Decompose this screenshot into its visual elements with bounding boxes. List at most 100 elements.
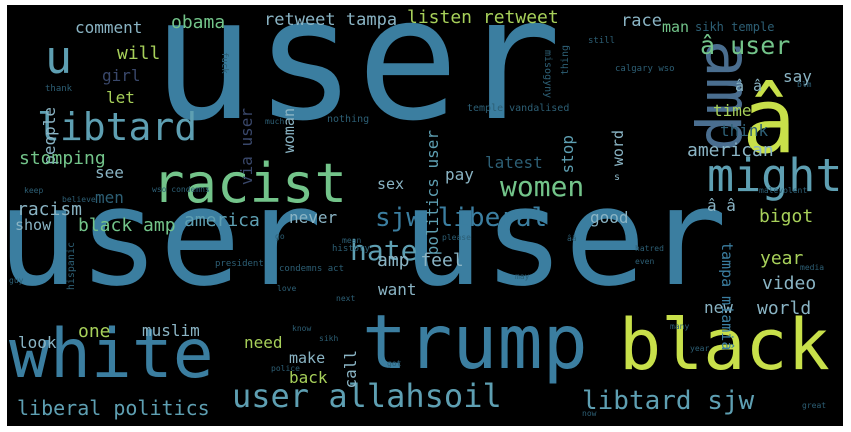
word-comment: comment: [75, 18, 143, 37]
word-cloud: user user user â amp trump white black racist mig…: [7, 5, 843, 426]
word-media: media: [800, 263, 825, 272]
word-listen-retweet: listen retweet: [407, 7, 559, 28]
word-hate: hate: [350, 234, 418, 267]
word-latest: latest: [485, 153, 543, 172]
word-may: may: [515, 272, 530, 281]
word-guy: guy: [9, 276, 24, 285]
word-hispanic: hispanic: [66, 242, 77, 291]
word-believe: believe: [62, 195, 96, 204]
word-much: much: [265, 117, 285, 126]
word-see: see: [95, 163, 124, 182]
word-stomping: stomping: [19, 148, 106, 169]
word-s: s: [614, 172, 621, 183]
word-want: want: [378, 280, 417, 299]
word-user-allahsoil: user allahsoil: [232, 377, 502, 415]
word-user: â user: [700, 31, 791, 60]
word-condemns-act: condemns act: [279, 264, 345, 274]
word-pay: pay: [445, 165, 474, 184]
word-politics-user: politics user: [423, 130, 442, 256]
word-many: many: [670, 322, 690, 331]
word-mean: mean: [342, 236, 362, 245]
word-still: still: [588, 36, 616, 46]
word-amp-feel: amp feel: [377, 250, 464, 271]
word-men: men: [95, 188, 124, 207]
word-thank: thank: [45, 84, 73, 94]
word-sex: sex: [377, 175, 405, 193]
word-nothing: nothing: [327, 114, 370, 125]
word-black: black: [619, 304, 830, 386]
word-make: make: [289, 349, 326, 367]
word-president: president: [215, 259, 264, 269]
word-muslim: muslim: [142, 321, 200, 340]
word-user: user: [7, 159, 323, 316]
word-next: next: [336, 294, 356, 303]
word-think: think: [720, 121, 769, 140]
word-tampa-miami: tampa miamiâ: [718, 242, 736, 351]
word-look: look: [18, 333, 57, 352]
word-liberal-politics: liberal politics: [17, 396, 210, 420]
word-word: word: [609, 130, 627, 167]
word-hatred: hatred: [635, 244, 664, 253]
word-: â: [742, 69, 797, 174]
word-wso-condemns: wso condemns: [152, 185, 210, 194]
word-know: know: [292, 324, 312, 333]
word-: â â: [707, 196, 736, 215]
word-girl: girl: [102, 66, 141, 85]
word-time: time: [713, 101, 752, 120]
word-retweet-tampa: retweet tampa: [264, 10, 398, 30]
word-trump: trump: [362, 298, 588, 386]
word-user: user: [152, 5, 562, 159]
word-even: even: [635, 257, 655, 266]
word-history: history: [332, 244, 370, 254]
word-obama: obama: [171, 12, 226, 33]
word-show: show: [15, 216, 52, 234]
word-: â â: [735, 77, 763, 95]
word-stop: stop: [558, 135, 577, 174]
word-will: will: [117, 43, 161, 64]
word-blm: blm: [797, 80, 812, 89]
word-sikh-temple: sikh temple: [695, 20, 775, 34]
word-black-amp: black amp: [78, 215, 176, 236]
word-good: good: [590, 208, 629, 227]
word-women: women: [500, 170, 585, 203]
word-year: year: [760, 248, 804, 269]
word-libtard-sjw: libtard sjw: [582, 386, 755, 416]
word-u: u: [45, 31, 73, 84]
word-: ââ: [567, 234, 577, 243]
word-america: america: [184, 210, 260, 231]
word-woman: woman: [280, 108, 298, 154]
word-let: let: [106, 88, 135, 107]
word-new: new: [704, 298, 733, 317]
word-love: love: [277, 284, 297, 293]
word-via-user: via user: [237, 108, 256, 186]
word-great: great: [802, 401, 827, 410]
word-libtard: libtard: [37, 105, 198, 149]
word-year: year: [690, 344, 710, 353]
word-never: never: [289, 208, 338, 227]
word-say: say: [783, 67, 812, 86]
word-might: might: [707, 149, 843, 202]
word-man: man: [662, 18, 690, 36]
word-bigot: bigot: [759, 206, 814, 227]
word-back: back: [289, 368, 328, 387]
word-video: video: [762, 273, 817, 294]
word-sikh: sikh: [319, 334, 339, 343]
word-thing: thing: [560, 45, 571, 76]
word-user: user: [402, 159, 728, 316]
word-one: one: [78, 321, 111, 342]
word-white: white: [9, 315, 214, 394]
word-racism: racism: [17, 199, 83, 220]
word-call: call: [341, 350, 360, 389]
word-racist: racist: [152, 152, 348, 215]
word-malevolent: malevolent: [759, 186, 808, 195]
word-calgary-wso: calgary wso: [615, 64, 675, 74]
word-please: please: [442, 233, 471, 242]
word-sjw-liberal: sjw liberal: [375, 203, 548, 233]
word-got: got: [387, 359, 402, 368]
word-world: world: [757, 298, 812, 319]
word-go: go: [275, 232, 285, 241]
word-misogyny: misogyny: [542, 50, 553, 99]
word-need: need: [244, 333, 283, 352]
word-american: american: [687, 140, 774, 161]
word-race: race: [621, 11, 662, 31]
